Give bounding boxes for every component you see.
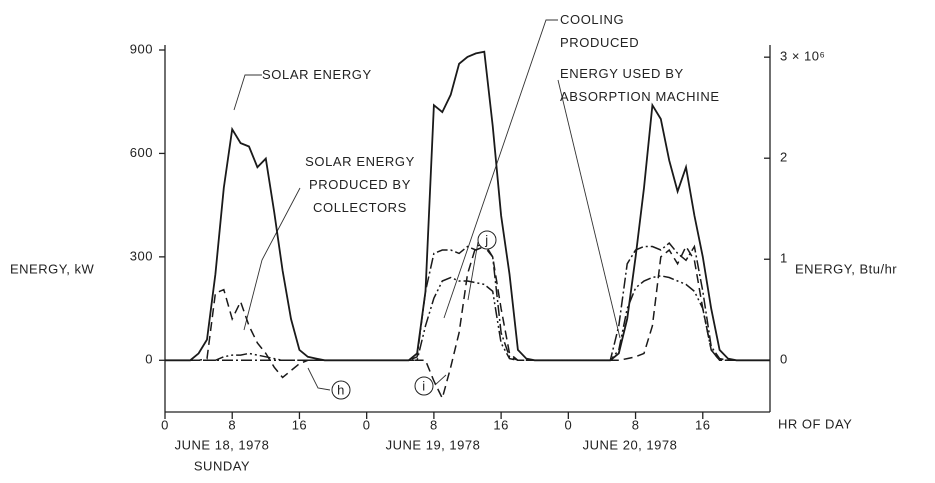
leader-line bbox=[434, 374, 447, 386]
y2-tick-label: 1 bbox=[780, 251, 788, 266]
annotation-circle bbox=[331, 380, 351, 400]
leader-line bbox=[443, 19, 558, 319]
x-tick-label: 8 bbox=[632, 417, 640, 432]
y-tick-label: 600 bbox=[130, 145, 153, 160]
annotation-label: i bbox=[422, 378, 425, 393]
series-line bbox=[165, 242, 770, 401]
series-label: ENERGY USED BY ABSORPTION MACHINE bbox=[560, 66, 720, 104]
annotation-label: j bbox=[484, 232, 488, 247]
annotation-circle bbox=[414, 376, 434, 396]
x-tick-label: 16 bbox=[493, 417, 508, 432]
leader-line bbox=[243, 187, 301, 331]
annotation-circle bbox=[477, 230, 497, 250]
y2-tick-label: 0 bbox=[780, 352, 788, 367]
leader-line bbox=[307, 367, 331, 391]
series-label: SOLAR ENERGY PRODUCED BY COLLECTORS bbox=[305, 154, 415, 215]
date-label: JUNE 18, 1978 bbox=[175, 437, 270, 452]
y2-tick-label: 3 × 10⁶ bbox=[780, 49, 825, 64]
leader-line bbox=[233, 74, 262, 111]
date-label: SUNDAY bbox=[194, 458, 250, 473]
x-tick-label: 0 bbox=[161, 417, 169, 432]
series-label: SOLAR ENERGY bbox=[262, 67, 372, 82]
x-tick-label: 0 bbox=[564, 417, 572, 432]
x-axis-label: HR OF DAY bbox=[778, 416, 852, 431]
x-tick-label: 0 bbox=[363, 417, 371, 432]
series-line bbox=[165, 275, 770, 362]
y2-tick-label: 2 bbox=[780, 150, 788, 165]
series-line bbox=[165, 50, 770, 362]
date-label: JUNE 19, 1978 bbox=[386, 437, 481, 452]
leader-line bbox=[467, 241, 479, 301]
date-label: JUNE 20, 1978 bbox=[583, 437, 678, 452]
y-tick-label: 900 bbox=[130, 41, 153, 56]
series-label: COOLING PRODUCED bbox=[560, 12, 640, 50]
y-tick-label: 0 bbox=[145, 352, 153, 367]
x-tick-label: 16 bbox=[292, 417, 307, 432]
series-line bbox=[165, 242, 770, 362]
x-tick-label: 8 bbox=[228, 417, 236, 432]
annotation-label: h bbox=[337, 382, 345, 397]
x-tick-label: 8 bbox=[430, 417, 438, 432]
y2-axis-label: ENERGY, Btu/hr bbox=[795, 261, 897, 276]
x-tick-label: 16 bbox=[695, 417, 710, 432]
leader-line bbox=[557, 79, 621, 339]
y-axis-label: ENERGY, kW bbox=[10, 261, 94, 276]
y-tick-label: 300 bbox=[130, 248, 153, 263]
